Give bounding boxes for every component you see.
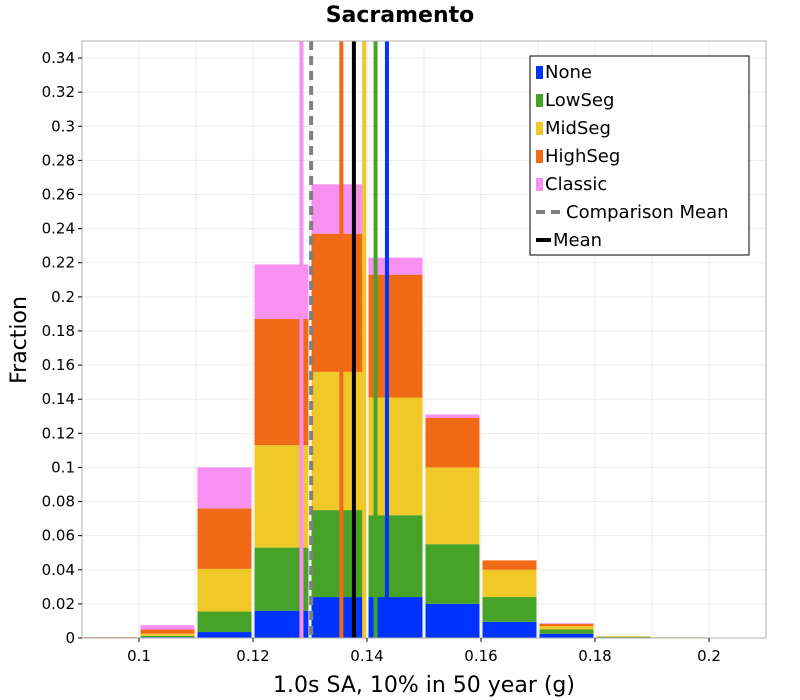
- bar-segment-lowseg: [197, 611, 252, 633]
- y-tick-label: 0.06: [42, 527, 75, 545]
- legend-swatch-midseg: [536, 122, 543, 135]
- bar-segment-none: [311, 597, 366, 638]
- bar-segment-lowseg: [539, 629, 594, 634]
- plot-frame: [81, 40, 767, 639]
- y-axis-ticks: 0 0.02 0.04 0.06 0.08 0.1 0.12 0.14 0.16 0.18 0.2 0…: [42, 49, 82, 647]
- x-axis-ticks: 0.1 0.12 0.14 0.16 0.18 0.2: [127, 638, 721, 665]
- y-tick-label: 0.18: [42, 322, 75, 340]
- bar-segment-lowseg: [425, 544, 480, 604]
- bar-segment-highseg: [482, 560, 537, 570]
- bar-segment-classic: [140, 625, 195, 630]
- bar-segment-midseg: [596, 636, 651, 637]
- bar-segment-none: [197, 632, 252, 638]
- bar-segment-highseg: [197, 508, 252, 569]
- legend-label-highseg: HighSeg: [545, 146, 620, 167]
- bar-segment-classic: [539, 623, 594, 625]
- legend-label-none: None: [545, 62, 592, 83]
- legend-swatch-none: [536, 66, 543, 79]
- y-tick-label: 0: [65, 629, 75, 647]
- y-tick-label: 0.16: [42, 356, 75, 374]
- bar-segment-classic: [197, 467, 252, 509]
- y-tick-label: 0.34: [42, 49, 75, 67]
- bar-segment-midseg: [311, 371, 366, 511]
- x-axis-label: 1.0s SA, 10% in 50 year (g): [273, 673, 575, 698]
- y-tick-label: 0.3: [51, 117, 75, 135]
- legend-swatch-classic: [536, 178, 543, 191]
- y-tick-label: 0.08: [42, 493, 75, 511]
- y-tick-label: 0.02: [42, 595, 75, 613]
- bar-segment-highseg: [425, 417, 480, 468]
- y-tick-label: 0.26: [42, 186, 75, 204]
- legend-box: [529, 55, 750, 256]
- legend-swatch-highseg: [536, 150, 543, 163]
- y-tick-label: 0.04: [42, 561, 75, 579]
- bar-segment-midseg: [482, 569, 537, 598]
- y-tick-label: 0.2: [51, 288, 75, 306]
- x-tick-label: 0.18: [578, 647, 611, 665]
- y-tick-label: 0.1: [51, 458, 75, 476]
- y-tick-label: 0.22: [42, 254, 75, 272]
- bar-segment-none: [482, 621, 537, 638]
- bar-segment-highseg: [539, 624, 594, 627]
- x-tick-label: 0.12: [236, 647, 269, 665]
- bar-segment-lowseg: [311, 510, 366, 598]
- x-tick-label: 0.1: [127, 647, 151, 665]
- x-tick-label: 0.14: [350, 647, 383, 665]
- bar-segment-highseg: [140, 629, 195, 634]
- bar-segment-lowseg: [596, 636, 651, 638]
- bar-segment-lowseg: [482, 597, 537, 622]
- bar-segment-midseg: [197, 568, 252, 612]
- bar-segment-midseg: [539, 626, 594, 630]
- legend: None LowSeg MidSeg HighSeg Classic Comparison…: [529, 55, 750, 256]
- bar-segment-none: [539, 633, 594, 638]
- bar-segment-highseg: [311, 233, 366, 372]
- y-tick-label: 0.14: [42, 390, 75, 408]
- legend-label-midseg: MidSeg: [545, 118, 611, 139]
- y-axis-label: Fraction: [7, 296, 32, 384]
- y-tick-label: 0.12: [42, 424, 75, 442]
- legend-label-comparison-mean: Comparison Mean: [566, 202, 729, 223]
- bar-segment-midseg: [425, 467, 480, 545]
- bar-segment-classic: [425, 414, 480, 418]
- legend-label-classic: Classic: [545, 174, 607, 195]
- y-tick-label: 0.28: [42, 151, 75, 169]
- legend-label-lowseg: LowSeg: [545, 90, 614, 111]
- chart-title: Sacramento: [326, 3, 475, 28]
- bar-segment-classic: [368, 257, 423, 275]
- mean-lines: [299, 41, 389, 638]
- bar-segment-lowseg: [140, 635, 195, 638]
- bar-segment-midseg: [140, 633, 195, 636]
- bar-segment-classic: [311, 184, 366, 234]
- y-tick-label: 0.32: [42, 83, 75, 101]
- x-tick-label: 0.2: [697, 647, 721, 665]
- bar-segment-none: [425, 603, 480, 638]
- legend-swatch-lowseg: [536, 94, 543, 107]
- legend-label-mean: Mean: [553, 230, 602, 251]
- bar-segment-highseg: [83, 637, 138, 638]
- x-tick-label: 0.16: [464, 647, 497, 665]
- y-tick-label: 0.24: [42, 220, 75, 238]
